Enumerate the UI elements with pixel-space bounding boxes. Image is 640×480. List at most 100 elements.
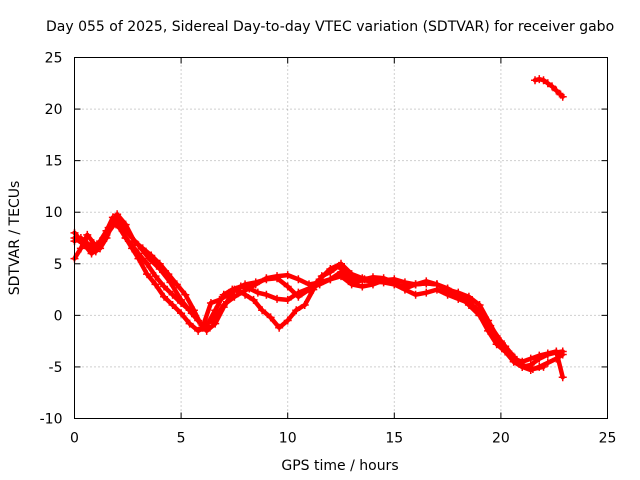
data-point [358,282,367,291]
data-point [360,275,369,284]
data-point [121,234,130,242]
y-tick-label: -10 [40,412,63,428]
data-point [224,290,233,299]
data-point [249,295,258,304]
data-point [292,306,301,315]
data-point [326,275,335,284]
data-point [368,273,377,282]
data-point [347,280,356,289]
series-line [72,215,565,373]
x-tick-label: 0 [70,431,79,447]
y-tick-label: 20 [45,102,63,118]
data-point [209,316,218,325]
data-point [390,275,399,284]
data-point [83,230,92,239]
data-point [262,290,271,299]
chart-title: Day 055 of 2025, Sidereal Day-to-day VTE… [46,19,614,35]
data-point [326,268,335,277]
data-point [160,292,169,301]
data-point [251,280,260,289]
data-point [486,321,495,330]
data-point [181,290,190,299]
data-point [484,326,493,335]
data-point [142,259,151,268]
data-point [422,288,431,297]
series-track-b [70,218,567,371]
data-point [215,295,224,304]
series-track-e [531,75,567,101]
data-point [266,313,275,322]
data-point [294,275,303,284]
data-point [535,351,544,360]
data-point [283,271,292,280]
data-point [166,278,175,287]
data-point [160,282,169,291]
tick-layer: 0 5 10 15 20 25 -10 -5 0 5 10 15 20 25 [40,51,617,447]
data-point [168,301,177,310]
data-point [253,288,262,297]
data-point [464,301,473,310]
data-point [305,280,314,289]
data-point [177,309,186,318]
data-point [76,244,85,253]
data-point [379,276,388,285]
data-point [543,358,552,367]
data-point [552,347,561,356]
y-tick-label: 25 [45,51,63,67]
data-point [185,319,194,328]
data-point [283,282,292,291]
data-point [194,326,203,335]
data-point [528,364,537,373]
x-tick-label: 15 [385,431,403,447]
data-point [543,79,552,88]
data-point [368,280,377,289]
data-point [202,326,211,335]
series-line [72,212,565,380]
data-point [142,270,151,279]
data-point [539,362,548,371]
data-point [337,272,345,281]
y-tick-label: 0 [54,308,63,324]
data-point [198,321,207,330]
plot-frame [74,57,608,419]
data-point [241,286,250,295]
data-point [548,82,557,91]
data-point [294,292,303,301]
data-point [230,292,239,301]
y-tick-label: 15 [45,154,63,170]
data-point [411,290,420,299]
series-track-d [70,216,548,373]
y-axis-title: SDTVAR / TECUs [7,181,23,296]
x-tick-label: 25 [599,431,617,447]
data-point [531,76,540,85]
data-point [518,360,527,369]
data-point [543,349,552,358]
x-tick-label: 20 [492,431,510,447]
data-point [168,290,177,299]
data-point [315,278,324,287]
y-tick-label: 10 [45,205,63,221]
data-point [432,280,441,289]
data-point [273,272,282,281]
data-point [81,241,90,250]
data-point [492,340,501,349]
data-point [151,272,160,281]
data-point [411,280,420,289]
data-point [151,280,160,289]
data-point [134,241,143,250]
x-tick-label: 5 [177,431,186,447]
data-point [155,264,164,273]
data-point [400,278,409,287]
data-point [558,92,567,101]
data-point [275,323,284,332]
data-point [507,350,516,359]
data-point [422,279,431,288]
data-point [535,75,544,84]
data-point [232,285,241,294]
series-track-a [70,213,567,375]
data-point [334,261,343,270]
data-point [475,311,484,320]
data-point [558,373,567,382]
data-point [443,284,452,293]
